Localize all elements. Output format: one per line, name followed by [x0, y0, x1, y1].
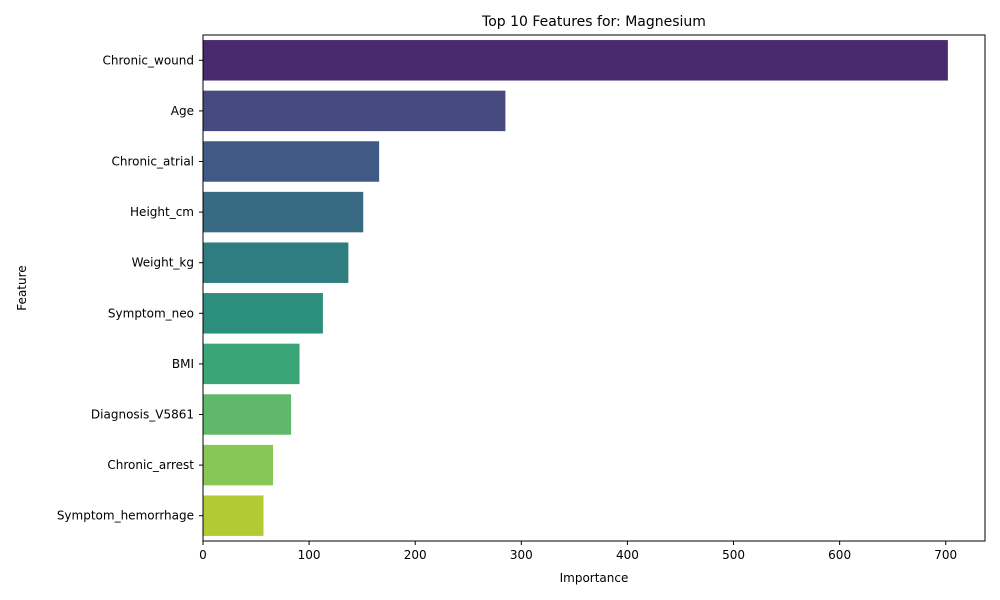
y-axis-label: Feature	[15, 265, 29, 310]
chart-title: Top 10 Features for: Magnesium	[481, 14, 706, 30]
y-tick-label: Chronic_wound	[102, 53, 194, 67]
x-ticks-group: 0 100 200 300 400 500 600 700	[199, 541, 957, 562]
x-tick-label: 500	[722, 548, 745, 562]
bar-chronic-wound	[203, 40, 948, 81]
x-tick-label: 100	[298, 548, 321, 562]
y-tick-label: Chronic_arrest	[107, 458, 194, 472]
x-axis-label: Importance	[560, 571, 629, 585]
bar-symptom-hemorrhage	[203, 495, 264, 536]
y-ticks-group: Chronic_wound Age Chronic_atrial Height_cm W…	[57, 53, 203, 523]
bars-group	[203, 40, 948, 536]
y-tick-label: BMI	[172, 357, 194, 371]
bar-bmi	[203, 343, 300, 385]
bar-chronic-arrest	[203, 444, 274, 486]
x-tick-label: 300	[510, 548, 533, 562]
y-tick-label: Chronic_atrial	[111, 155, 194, 169]
bar-chronic-atrial	[203, 141, 380, 182]
x-tick-label: 200	[404, 548, 427, 562]
bar-height-cm	[203, 191, 364, 233]
x-tick-label: 0	[199, 548, 207, 562]
bar-symptom-neo	[203, 293, 323, 334]
y-tick-label: Height_cm	[130, 205, 194, 219]
y-tick-label: Age	[171, 104, 194, 118]
x-tick-label: 600	[828, 548, 851, 562]
bar-diagnosis-v5861	[203, 394, 292, 435]
y-tick-label: Diagnosis_V5861	[91, 408, 194, 422]
x-tick-label: 400	[616, 548, 639, 562]
plot-frame	[202, 34, 986, 542]
bar-weight-kg	[203, 242, 349, 283]
y-tick-label: Symptom_neo	[108, 306, 194, 320]
y-tick-label: Weight_kg	[132, 256, 194, 270]
y-tick-label: Symptom_hemorrhage	[57, 509, 194, 523]
x-tick-label: 700	[934, 548, 957, 562]
bar-age	[203, 90, 506, 132]
